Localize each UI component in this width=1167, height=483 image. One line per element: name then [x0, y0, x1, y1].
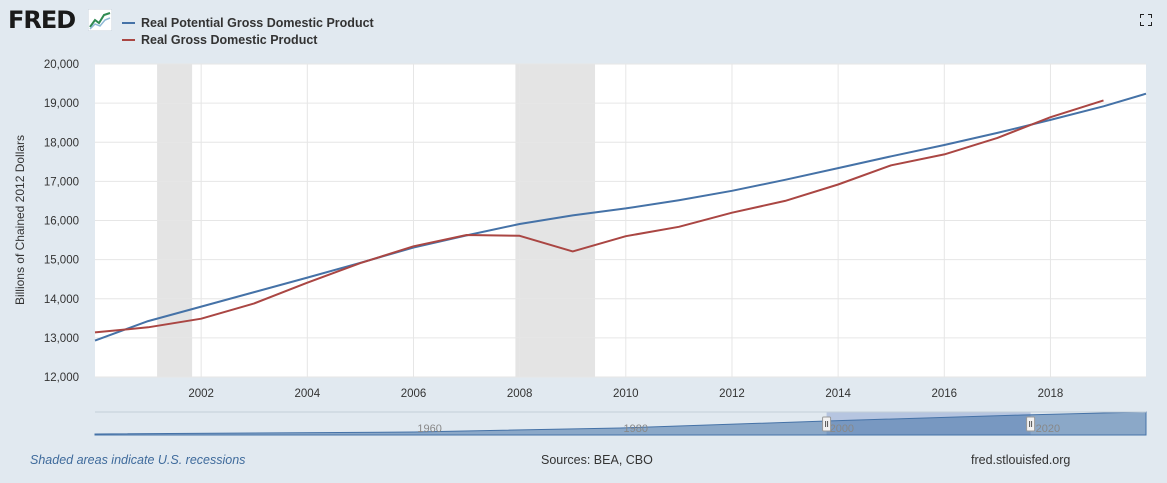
navigator-x-label: 2000: [830, 423, 854, 435]
y-tick-label: 12,000: [44, 372, 79, 384]
series-line-potential-gdp: [94, 92, 1147, 342]
sources-text: Sources: BEA, CBO: [541, 453, 653, 467]
legend-item-gdp[interactable]: Real Gross Domestic Product: [122, 31, 374, 48]
y-tick-label: 16,000: [44, 216, 79, 228]
y-tick-label: 20,000: [44, 59, 79, 71]
navigator-handle-left[interactable]: [822, 416, 832, 432]
x-tick-label: 2004: [295, 388, 321, 400]
y-tick-label: 14,000: [44, 294, 79, 306]
gridlines: [95, 63, 1146, 378]
x-tick-label: 2014: [825, 388, 851, 400]
y-axis-title: Billions of Chained 2012 Dollars: [13, 135, 27, 305]
navigator-x-label: 1980: [624, 423, 648, 435]
recession-note: Shaded areas indicate U.S. recessions: [30, 453, 246, 467]
x-tick-label: 2016: [931, 388, 957, 400]
chart-legend: Real Potential Gross Domestic Product Re…: [122, 14, 374, 48]
navigator-x-label: 1960: [417, 423, 441, 435]
y-tick-labels: 12,000 13,000 14,000 15,000 16,000 17,000 18,0…: [44, 59, 79, 384]
fred-logo[interactable]: FRED: [8, 6, 76, 34]
y-tick-label: 13,000: [44, 333, 79, 345]
x-tick-label: 2002: [188, 388, 214, 400]
y-tick-label: 19,000: [44, 98, 79, 110]
navigator-handle-right[interactable]: [1026, 416, 1036, 432]
legend-label-gdp: Real Gross Domestic Product: [141, 32, 318, 47]
y-tick-label: 15,000: [44, 255, 79, 267]
navigator-x-label: 2020: [1036, 423, 1060, 435]
x-tick-labels: 2002 2004 2006 2008 2010 2012 2014 2016 2018: [188, 388, 1063, 400]
x-tick-label: 2006: [401, 388, 427, 400]
series-lines: [94, 92, 1147, 342]
legend-swatch-potential: [122, 21, 135, 24]
range-navigator[interactable]: 1960 1980 2000 2020: [94, 411, 1147, 436]
legend-label-potential: Real Potential Gross Domestic Product: [141, 15, 374, 30]
legend-swatch-gdp: [122, 38, 135, 41]
x-tick-label: 2008: [507, 388, 533, 400]
y-tick-label: 17,000: [44, 176, 79, 188]
x-tick-label: 2018: [1038, 388, 1064, 400]
site-url-link[interactable]: fred.stlouisfed.org: [971, 453, 1071, 467]
legend-item-potential[interactable]: Real Potential Gross Domestic Product: [122, 14, 374, 31]
y-tick-label: 18,000: [44, 137, 79, 149]
line-graph-icon: [88, 9, 112, 31]
x-tick-label: 2012: [719, 388, 745, 400]
series-line-real-gdp: [94, 99, 1104, 334]
x-tick-label: 2010: [613, 388, 639, 400]
